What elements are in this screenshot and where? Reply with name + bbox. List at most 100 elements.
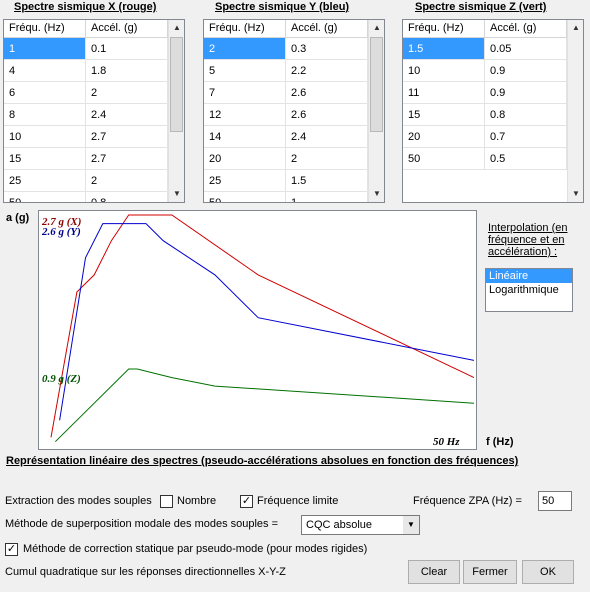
table-row[interactable]: 5 2.2: [204, 60, 368, 82]
scroll-thumb[interactable]: [370, 37, 383, 132]
scroll-up-icon[interactable]: ▲: [173, 23, 181, 32]
interpolation-option-log[interactable]: Logarithmique: [489, 284, 559, 296]
col-frequency-header[interactable]: Fréqu. (Hz): [403, 20, 485, 37]
cell-frequency[interactable]: 14: [204, 126, 286, 148]
table-row[interactable]: 50 0.5: [403, 148, 567, 170]
close-button[interactable]: Fermer: [463, 560, 517, 584]
col-accel-header[interactable]: Accél. (g): [485, 20, 567, 37]
cell-accel[interactable]: 0.3: [286, 38, 368, 60]
cell-frequency[interactable]: 11: [403, 82, 485, 104]
table-row[interactable]: 8 2.4: [4, 104, 168, 126]
table-row[interactable]: 50 0.8: [4, 192, 168, 202]
cell-accel[interactable]: 2.7: [86, 126, 168, 148]
cell-frequency[interactable]: 5: [204, 60, 286, 82]
ok-button[interactable]: OK: [522, 560, 574, 584]
cell-frequency[interactable]: 12: [204, 104, 286, 126]
table-row[interactable]: 1.5 0.05: [403, 38, 567, 60]
table-row[interactable]: 15 2.7: [4, 148, 168, 170]
spectrum-y-table[interactable]: Fréqu. (Hz) Accél. (g) 2 0.3 5 2.2 7 2.6 12…: [203, 19, 385, 203]
interpolation-option-linear[interactable]: Linéaire: [486, 269, 572, 283]
scroll-down-icon[interactable]: ▼: [373, 189, 381, 198]
cell-frequency[interactable]: 20: [204, 148, 286, 170]
cell-frequency[interactable]: 4: [4, 60, 86, 82]
cell-accel[interactable]: 0.1: [86, 38, 168, 60]
spectrum-z-table[interactable]: Fréqu. (Hz) Accél. (g) 1.5 0.05 10 0.9 11 0…: [402, 19, 584, 203]
cell-accel[interactable]: 1.8: [86, 60, 168, 82]
scroll-thumb[interactable]: [170, 37, 183, 132]
nombre-label[interactable]: Nombre: [177, 495, 217, 507]
cell-accel[interactable]: 2.4: [86, 104, 168, 126]
cell-frequency[interactable]: 2: [204, 38, 286, 60]
col-frequency-header[interactable]: Fréqu. (Hz): [4, 20, 86, 37]
nombre-checkbox[interactable]: [160, 495, 173, 508]
table-z-scrollbar[interactable]: ▲ ▼: [567, 20, 583, 202]
cell-frequency[interactable]: 6: [4, 82, 86, 104]
table-row[interactable]: 2 0.3: [204, 38, 368, 60]
cell-accel[interactable]: 1: [286, 192, 368, 202]
interpolation-listbox[interactable]: Linéaire Logarithmique: [485, 268, 573, 312]
col-accel-header[interactable]: Accél. (g): [86, 20, 168, 37]
table-row[interactable]: 10 2.7: [4, 126, 168, 148]
table-y-scrollbar[interactable]: ▲ ▼: [368, 20, 384, 202]
cell-accel[interactable]: 0.7: [485, 126, 567, 148]
cell-frequency[interactable]: 25: [4, 170, 86, 192]
cell-frequency[interactable]: 15: [403, 104, 485, 126]
cell-accel[interactable]: 0.8: [86, 192, 168, 202]
cell-frequency[interactable]: 8: [4, 104, 86, 126]
table-row[interactable]: 15 0.8: [403, 104, 567, 126]
correction-label[interactable]: Méthode de correction statique par pseud…: [23, 543, 368, 555]
table-row[interactable]: 14 2.4: [204, 126, 368, 148]
scroll-down-icon[interactable]: ▼: [572, 189, 580, 198]
cell-frequency[interactable]: 50: [204, 192, 286, 202]
cell-accel[interactable]: 2.6: [286, 104, 368, 126]
col-frequency-header[interactable]: Fréqu. (Hz): [204, 20, 286, 37]
table-row[interactable]: 20 2: [204, 148, 368, 170]
cell-accel[interactable]: 2: [86, 170, 168, 192]
table-row[interactable]: 50 1: [204, 192, 368, 202]
cell-accel[interactable]: 0.05: [485, 38, 567, 60]
table-row[interactable]: 4 1.8: [4, 60, 168, 82]
table-row[interactable]: 25 1.5: [204, 170, 368, 192]
correction-checkbox[interactable]: ✓: [5, 543, 18, 556]
chevron-down-icon[interactable]: ▼: [403, 516, 419, 534]
cell-frequency[interactable]: 50: [4, 192, 86, 202]
table-row[interactable]: 1 0.1: [4, 38, 168, 60]
cell-accel[interactable]: 2: [86, 82, 168, 104]
scroll-up-icon[interactable]: ▲: [572, 23, 580, 32]
cell-accel[interactable]: 2: [286, 148, 368, 170]
cell-frequency[interactable]: 10: [4, 126, 86, 148]
clear-button[interactable]: Clear: [408, 560, 460, 584]
cell-frequency[interactable]: 10: [403, 60, 485, 82]
frequence-limite-checkbox[interactable]: ✓: [240, 495, 253, 508]
zpa-input[interactable]: [538, 491, 572, 511]
cell-frequency[interactable]: 1.5: [403, 38, 485, 60]
cell-accel[interactable]: 0.8: [485, 104, 567, 126]
cell-frequency[interactable]: 20: [403, 126, 485, 148]
table-row[interactable]: 12 2.6: [204, 104, 368, 126]
table-row[interactable]: 25 2: [4, 170, 168, 192]
table-row[interactable]: 7 2.6: [204, 82, 368, 104]
table-row[interactable]: 11 0.9: [403, 82, 567, 104]
cell-accel[interactable]: 0.9: [485, 60, 567, 82]
cell-frequency[interactable]: 7: [204, 82, 286, 104]
methode-select[interactable]: CQC absolue ▼: [301, 515, 420, 535]
cell-accel[interactable]: 1.5: [286, 170, 368, 192]
cell-accel[interactable]: 2.2: [286, 60, 368, 82]
cell-accel[interactable]: 0.5: [485, 148, 567, 170]
cell-accel[interactable]: 2.6: [286, 82, 368, 104]
scroll-down-icon[interactable]: ▼: [173, 189, 181, 198]
scroll-up-icon[interactable]: ▲: [373, 23, 381, 32]
cell-accel[interactable]: 0.9: [485, 82, 567, 104]
table-row[interactable]: 10 0.9: [403, 60, 567, 82]
cell-frequency[interactable]: 15: [4, 148, 86, 170]
col-accel-header[interactable]: Accél. (g): [286, 20, 368, 37]
cell-frequency[interactable]: 1: [4, 38, 86, 60]
table-x-scrollbar[interactable]: ▲ ▼: [168, 20, 184, 202]
frequence-limite-label[interactable]: Fréquence limite: [257, 495, 339, 507]
cell-frequency[interactable]: 25: [204, 170, 286, 192]
table-row[interactable]: 20 0.7: [403, 126, 567, 148]
cell-accel[interactable]: 2.4: [286, 126, 368, 148]
cell-frequency[interactable]: 50: [403, 148, 485, 170]
